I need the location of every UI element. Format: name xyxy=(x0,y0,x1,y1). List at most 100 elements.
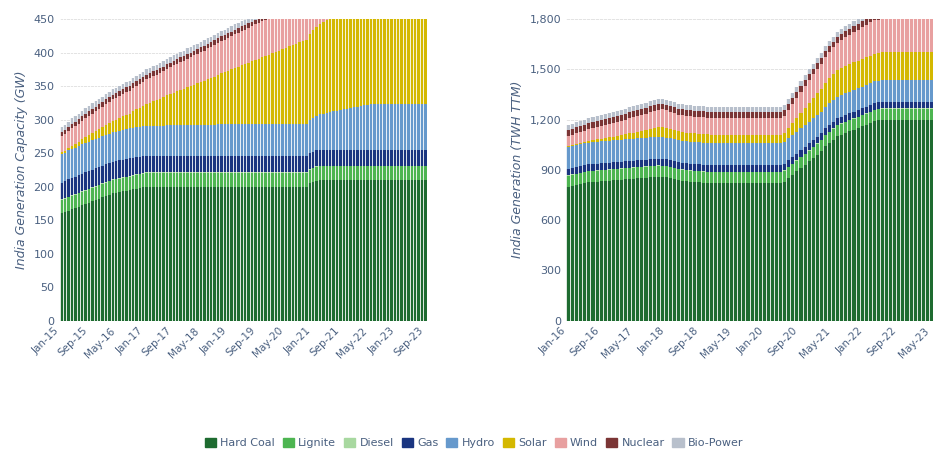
Bar xyxy=(192,156,195,173)
Bar xyxy=(120,130,124,160)
Bar xyxy=(423,180,427,321)
Bar xyxy=(114,131,118,161)
Bar xyxy=(807,151,811,161)
Bar xyxy=(791,93,794,98)
Bar xyxy=(172,125,175,156)
Bar xyxy=(148,103,152,125)
Bar xyxy=(345,0,348,8)
Bar xyxy=(182,60,185,89)
Bar xyxy=(283,156,287,173)
Bar xyxy=(345,8,348,109)
Bar xyxy=(375,150,379,166)
Bar xyxy=(127,158,131,176)
Bar xyxy=(786,178,791,321)
Bar xyxy=(566,176,570,186)
Bar xyxy=(270,16,274,53)
Bar xyxy=(855,24,860,30)
Bar xyxy=(70,178,73,195)
Bar xyxy=(591,122,594,128)
Bar xyxy=(721,107,725,112)
Bar xyxy=(594,140,598,142)
Bar xyxy=(365,150,369,166)
Bar xyxy=(287,2,291,7)
Bar xyxy=(925,109,929,120)
Bar xyxy=(798,157,803,168)
Bar xyxy=(155,125,158,156)
Bar xyxy=(591,182,594,321)
Bar xyxy=(676,109,680,114)
Bar xyxy=(348,6,352,108)
Bar xyxy=(83,114,86,118)
Bar xyxy=(189,53,192,57)
Bar xyxy=(175,54,178,59)
Bar xyxy=(676,162,680,169)
Bar xyxy=(335,0,338,14)
Bar xyxy=(274,156,277,173)
Bar xyxy=(60,153,63,154)
Bar xyxy=(692,171,697,182)
Bar xyxy=(835,32,839,37)
Bar xyxy=(165,64,169,69)
Bar xyxy=(287,186,291,321)
Bar xyxy=(631,168,635,179)
Bar xyxy=(628,161,631,168)
Bar xyxy=(257,156,260,173)
Bar xyxy=(281,49,283,124)
Bar xyxy=(644,114,647,130)
Bar xyxy=(70,196,73,209)
Bar xyxy=(811,158,814,321)
Bar xyxy=(851,21,855,26)
Bar xyxy=(298,0,301,3)
Bar xyxy=(100,136,103,166)
Bar xyxy=(811,75,814,98)
Bar xyxy=(684,181,688,321)
Bar xyxy=(63,151,66,153)
Bar xyxy=(692,182,697,321)
Bar xyxy=(766,112,770,118)
Bar xyxy=(270,173,274,186)
Bar xyxy=(876,120,880,321)
Bar xyxy=(880,52,884,80)
Bar xyxy=(904,120,908,321)
Bar xyxy=(811,69,814,75)
Bar xyxy=(253,20,257,24)
Bar xyxy=(287,0,291,2)
Bar xyxy=(199,156,202,173)
Bar xyxy=(120,116,124,130)
Bar xyxy=(270,124,274,156)
Bar xyxy=(66,197,70,211)
Bar xyxy=(717,172,721,183)
Bar xyxy=(257,18,260,23)
Bar xyxy=(189,86,192,125)
Bar xyxy=(212,40,216,45)
Bar xyxy=(574,145,578,167)
Bar xyxy=(598,120,603,126)
Bar xyxy=(192,45,195,50)
Bar xyxy=(399,150,403,166)
Bar xyxy=(591,140,594,142)
Bar xyxy=(396,166,399,180)
Bar xyxy=(210,186,212,321)
Bar xyxy=(114,192,118,321)
Bar xyxy=(219,124,223,156)
Y-axis label: India Generation Capacity (GW): India Generation Capacity (GW) xyxy=(15,71,28,269)
Bar xyxy=(684,163,688,170)
Bar xyxy=(175,92,178,125)
Bar xyxy=(872,10,876,15)
Bar xyxy=(266,13,270,18)
Bar xyxy=(814,115,819,137)
Bar xyxy=(721,183,725,321)
Bar xyxy=(332,166,335,180)
Bar xyxy=(803,86,807,108)
Bar xyxy=(741,118,745,135)
Bar xyxy=(229,37,233,69)
Bar xyxy=(717,107,721,112)
Bar xyxy=(811,64,814,69)
Bar xyxy=(704,183,709,321)
Bar xyxy=(929,109,933,120)
Bar xyxy=(386,0,390,104)
Bar xyxy=(831,42,835,48)
Bar xyxy=(124,159,127,176)
Bar xyxy=(165,95,169,125)
Bar xyxy=(786,99,791,104)
